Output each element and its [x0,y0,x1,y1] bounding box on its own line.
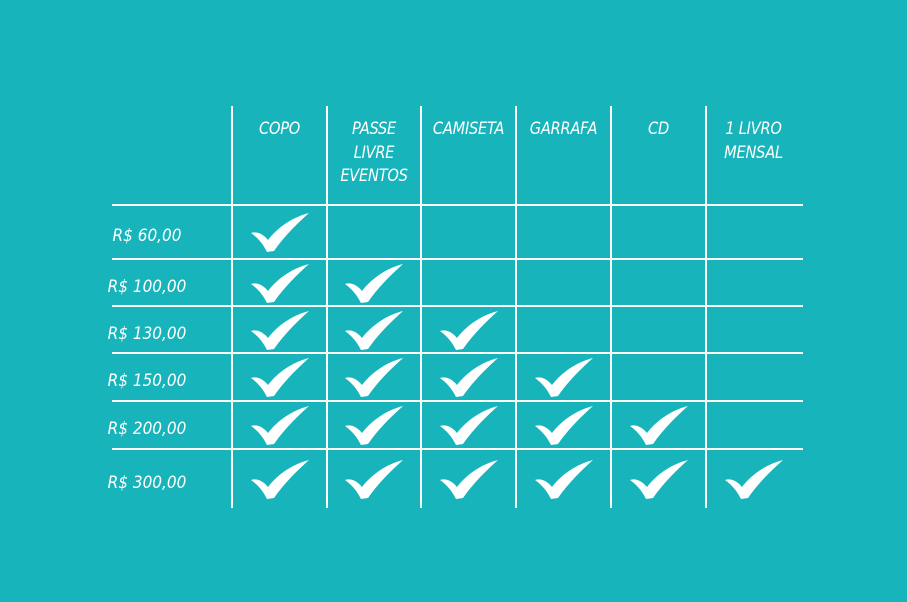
grid-horizontal-line [112,305,803,307]
grid-horizontal-line [112,448,803,450]
grid-horizontal-line [112,400,803,402]
column-header-passe-livre-eventos: PASSE LIVRE EVENTOS [340,119,408,186]
grid-horizontal-line [112,204,803,206]
checkmark-icon [439,406,498,445]
checkmark-icon [629,406,688,445]
grid-vertical-line [610,106,612,508]
checkmark-icon [345,358,403,397]
row-label-300: R$ 300,00 [107,472,187,493]
checkmark-icon [534,406,593,445]
checkmark-icon [439,358,498,397]
column-header-camiseta: CAMISETA [432,119,505,139]
row-label-200: R$ 200,00 [107,419,187,439]
checkmark-icon [534,459,593,499]
checkmark-icon [250,263,309,303]
grid-vertical-line [231,106,233,508]
checkmark-icon [345,263,403,303]
checkmark-icon [250,213,309,252]
checkmark-icon [250,459,309,499]
checkmark-icon [629,459,688,499]
column-header-garrafa: GARRAFA [529,119,598,139]
grid-vertical-line [705,106,707,508]
checkmark-icon [250,358,309,397]
checkmark-icon [345,459,403,499]
row-label-100: R$ 100,00 [107,276,187,297]
column-header-cd: CD [648,119,669,139]
grid-horizontal-line [112,258,803,260]
column-header-1-livro-mensal: 1 LIVRO MENSAL [724,119,783,163]
checkmark-icon [439,459,498,499]
checkmark-icon [439,310,498,350]
checkmark-icon [534,358,593,397]
checkmark-icon [345,310,403,350]
checkmark-icon [250,310,309,350]
checkmark-icon [724,459,783,499]
row-label-130: R$ 130,00 [107,323,187,344]
grid-horizontal-line [112,352,803,354]
checkmark-icon [345,406,403,445]
grid-vertical-line [420,106,422,508]
grid-vertical-line [326,106,328,508]
checkmark-icon [250,406,309,445]
grid-vertical-line [515,106,517,508]
column-header-copo: COPO [258,119,301,139]
row-label-60: R$ 60,00 [112,226,182,246]
row-label-150: R$ 150,00 [107,371,187,391]
